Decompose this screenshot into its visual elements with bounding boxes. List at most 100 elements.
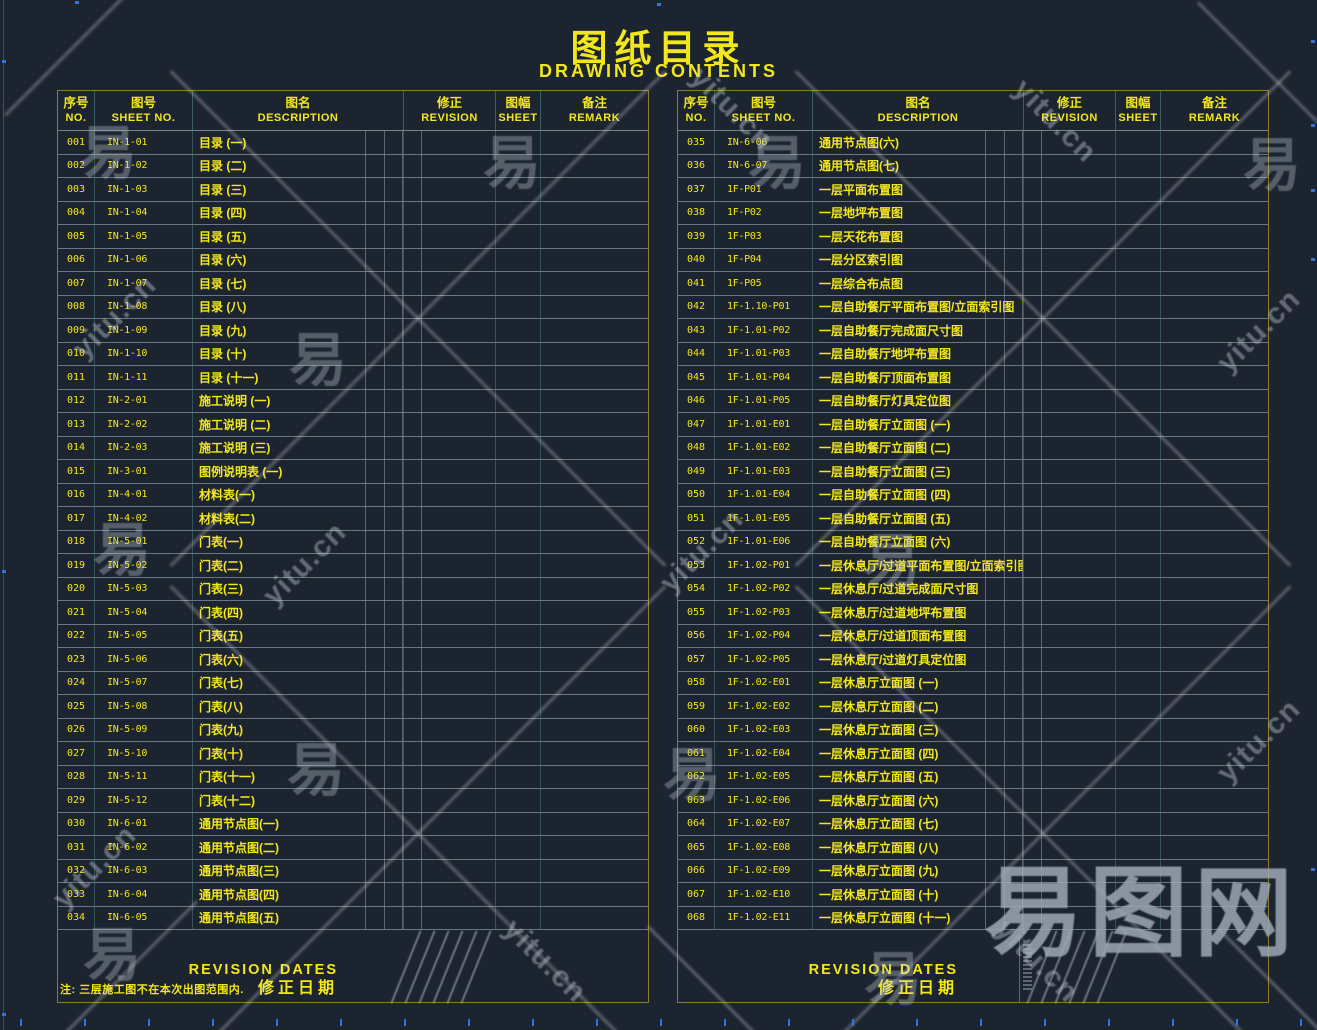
column-header-sheet_size-en: SHEET <box>498 112 538 124</box>
row-remark-cell <box>1161 554 1268 577</box>
row-sheet-no-cell: 1F-1.01-E06 <box>715 530 813 553</box>
row-description-cell: 目录 (六) <box>193 248 404 271</box>
row-revision-cell <box>404 154 496 177</box>
row-remark-cell <box>1161 272 1268 295</box>
hatch-line <box>446 930 478 1004</box>
row-revision-cell <box>404 507 496 530</box>
row-description-cell: 一层休息厅立面图 (四) <box>813 742 1024 765</box>
row-description-cell: 施工说明 (三) <box>193 436 404 459</box>
revision-subcolumn-line <box>985 131 987 930</box>
bottom-edge-tick <box>1300 1019 1302 1026</box>
row-revision-cell <box>404 436 496 459</box>
row-remark-cell <box>1161 648 1268 671</box>
table-row: 051 1F-1.01-E05 一层自助餐厅立面图 (五) <box>678 507 1268 531</box>
row-revision-cell <box>404 225 496 248</box>
row-remark-cell <box>1161 202 1268 225</box>
table-row: 048 1F-1.01-E02 一层自助餐厅立面图 (二) <box>678 436 1268 460</box>
table-row: 009 IN-1-09 目录 (九) <box>58 319 648 343</box>
drawing-index-table-right: 序号 NO. 图号 SHEET NO. 图名 DESCRIPTION 修正 REVISION 图… <box>677 90 1269 1004</box>
table-row: 049 1F-1.01-E03 一层自助餐厅立面图 (三) <box>678 460 1268 484</box>
row-no-cell: 031 <box>58 836 95 859</box>
row-description-cell: 一层自助餐厅完成面尺寸图 <box>813 319 1024 342</box>
revision-dates-en: REVISION DATES <box>188 962 338 978</box>
row-no-cell: 001 <box>58 131 95 154</box>
table-row: 023 IN-5-06 门表(六) <box>58 648 648 672</box>
table-row: 057 1F-1.02-P05 一层休息厅/过道灯具定位图 <box>678 648 1268 672</box>
table-row: 013 IN-2-02 施工说明 (二) <box>58 413 648 437</box>
row-sheet-no-cell: IN-1-08 <box>95 295 193 318</box>
row-remark-cell <box>1161 531 1268 554</box>
row-sheet-size-cell <box>1116 436 1161 459</box>
hatch-line <box>390 930 422 1004</box>
edge-tick <box>2 1013 6 1016</box>
row-no-cell: 023 <box>58 648 95 671</box>
row-no-cell: 059 <box>678 695 715 718</box>
row-sheet-no-cell: IN-5-06 <box>95 648 193 671</box>
row-no-cell: 024 <box>58 671 95 694</box>
row-description-cell: 门表(十二) <box>193 789 404 812</box>
row-sheet-size-cell <box>496 131 541 154</box>
bottom-edge-tick <box>660 1019 662 1026</box>
table-row: 065 1F-1.02-E08 一层休息厅立面图 (八) <box>678 836 1268 860</box>
edge-tick <box>2 570 6 573</box>
row-no-cell: 035 <box>678 131 715 154</box>
row-revision-cell <box>404 201 496 224</box>
row-sheet-size-cell <box>1116 836 1161 859</box>
row-sheet-size-cell <box>1116 272 1161 295</box>
row-description-cell: 图例说明表 (一) <box>193 460 404 483</box>
edge-tick <box>75 1 79 4</box>
row-sheet-size-cell <box>496 342 541 365</box>
table-row: 007 IN-1-07 目录 (七) <box>58 272 648 296</box>
table-row: 068 1F-1.02-E11 一层休息厅立面图 (十一) <box>678 906 1268 930</box>
row-sheet-no-cell: 1F-1.01-E04 <box>715 483 813 506</box>
row-sheet-no-cell: 1F-P03 <box>715 225 813 248</box>
row-revision-cell <box>1024 859 1116 882</box>
row-revision-cell <box>1024 648 1116 671</box>
row-description-cell: 一层自助餐厅立面图 (二) <box>813 436 1024 459</box>
row-no-cell: 015 <box>58 460 95 483</box>
row-no-cell: 008 <box>58 295 95 318</box>
row-remark-cell <box>541 366 648 389</box>
row-no-cell: 014 <box>58 436 95 459</box>
row-no-cell: 067 <box>678 883 715 906</box>
row-description-cell: 目录 (一) <box>193 131 404 154</box>
row-description-cell: 目录 (九) <box>193 319 404 342</box>
row-sheet-size-cell <box>496 718 541 741</box>
row-revision-cell <box>1024 483 1116 506</box>
row-no-cell: 047 <box>678 413 715 436</box>
row-no-cell: 036 <box>678 154 715 177</box>
row-revision-cell <box>404 342 496 365</box>
table-row: 020 IN-5-03 门表(三) <box>58 577 648 601</box>
row-sheet-size-cell <box>496 648 541 671</box>
column-header-no-en: NO. <box>685 112 707 124</box>
row-remark-cell <box>541 460 648 483</box>
row-revision-cell <box>1024 201 1116 224</box>
row-sheet-size-cell <box>1116 366 1161 389</box>
row-description-cell: 通用节点图(六) <box>813 131 1024 154</box>
row-no-cell: 017 <box>58 507 95 530</box>
table-row: 046 1F-1.01-P05 一层自助餐厅灯具定位图 <box>678 389 1268 413</box>
column-header-no-cn: 序号 <box>63 96 89 110</box>
row-remark-cell <box>541 648 648 671</box>
row-no-cell: 038 <box>678 201 715 224</box>
row-sheet-no-cell: IN-4-02 <box>95 507 193 530</box>
row-sheet-no-cell: IN-5-10 <box>95 742 193 765</box>
row-sheet-no-cell: 1F-1.02-E01 <box>715 671 813 694</box>
row-remark-cell <box>1161 296 1268 319</box>
row-sheet-size-cell <box>1116 154 1161 177</box>
row-sheet-size-cell <box>1116 718 1161 741</box>
column-header-remark-cn: 备注 <box>581 96 607 110</box>
row-revision-cell <box>1024 131 1116 154</box>
row-sheet-size-cell <box>1116 460 1161 483</box>
row-description-cell: 通用节点图(五) <box>193 906 404 929</box>
row-no-cell: 037 <box>678 178 715 201</box>
column-header-sheet_size: 图幅 SHEET <box>1116 91 1161 130</box>
row-description-cell: 一层自助餐厅灯具定位图 <box>813 389 1024 412</box>
row-sheet-size-cell <box>1116 389 1161 412</box>
row-revision-cell <box>1024 883 1116 906</box>
row-revision-cell <box>404 131 496 154</box>
revision-subcolumn-line <box>420 131 422 930</box>
row-sheet-no-cell: 1F-1.02-E10 <box>715 883 813 906</box>
row-description-cell: 一层平面布置图 <box>813 178 1024 201</box>
row-remark-cell <box>1161 366 1268 389</box>
